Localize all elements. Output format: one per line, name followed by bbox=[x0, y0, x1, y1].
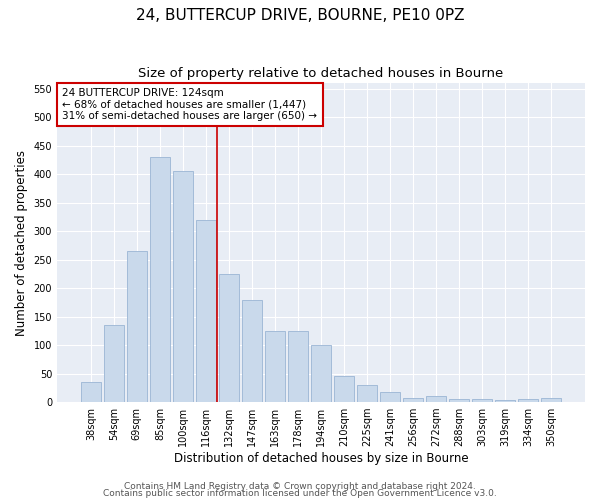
Bar bbox=[127, 251, 146, 402]
Bar bbox=[334, 376, 354, 402]
Bar bbox=[288, 331, 308, 402]
Bar bbox=[357, 385, 377, 402]
Text: Contains HM Land Registry data © Crown copyright and database right 2024.: Contains HM Land Registry data © Crown c… bbox=[124, 482, 476, 491]
Bar bbox=[380, 392, 400, 402]
Text: 24 BUTTERCUP DRIVE: 124sqm
← 68% of detached houses are smaller (1,447)
31% of s: 24 BUTTERCUP DRIVE: 124sqm ← 68% of deta… bbox=[62, 88, 317, 121]
Bar bbox=[518, 399, 538, 402]
Bar bbox=[81, 382, 101, 402]
Bar bbox=[150, 157, 170, 402]
Bar bbox=[496, 400, 515, 402]
X-axis label: Distribution of detached houses by size in Bourne: Distribution of detached houses by size … bbox=[174, 452, 469, 465]
Bar bbox=[265, 331, 285, 402]
Bar bbox=[449, 399, 469, 402]
Bar bbox=[242, 300, 262, 402]
Bar bbox=[104, 325, 124, 402]
Bar bbox=[427, 396, 446, 402]
Bar bbox=[541, 398, 561, 402]
Bar bbox=[196, 220, 216, 402]
Bar bbox=[173, 172, 193, 402]
Text: 24, BUTTERCUP DRIVE, BOURNE, PE10 0PZ: 24, BUTTERCUP DRIVE, BOURNE, PE10 0PZ bbox=[136, 8, 464, 22]
Y-axis label: Number of detached properties: Number of detached properties bbox=[15, 150, 28, 336]
Title: Size of property relative to detached houses in Bourne: Size of property relative to detached ho… bbox=[139, 68, 503, 80]
Bar bbox=[219, 274, 239, 402]
Bar bbox=[403, 398, 423, 402]
Bar bbox=[311, 345, 331, 402]
Text: Contains public sector information licensed under the Open Government Licence v3: Contains public sector information licen… bbox=[103, 489, 497, 498]
Bar bbox=[472, 399, 492, 402]
